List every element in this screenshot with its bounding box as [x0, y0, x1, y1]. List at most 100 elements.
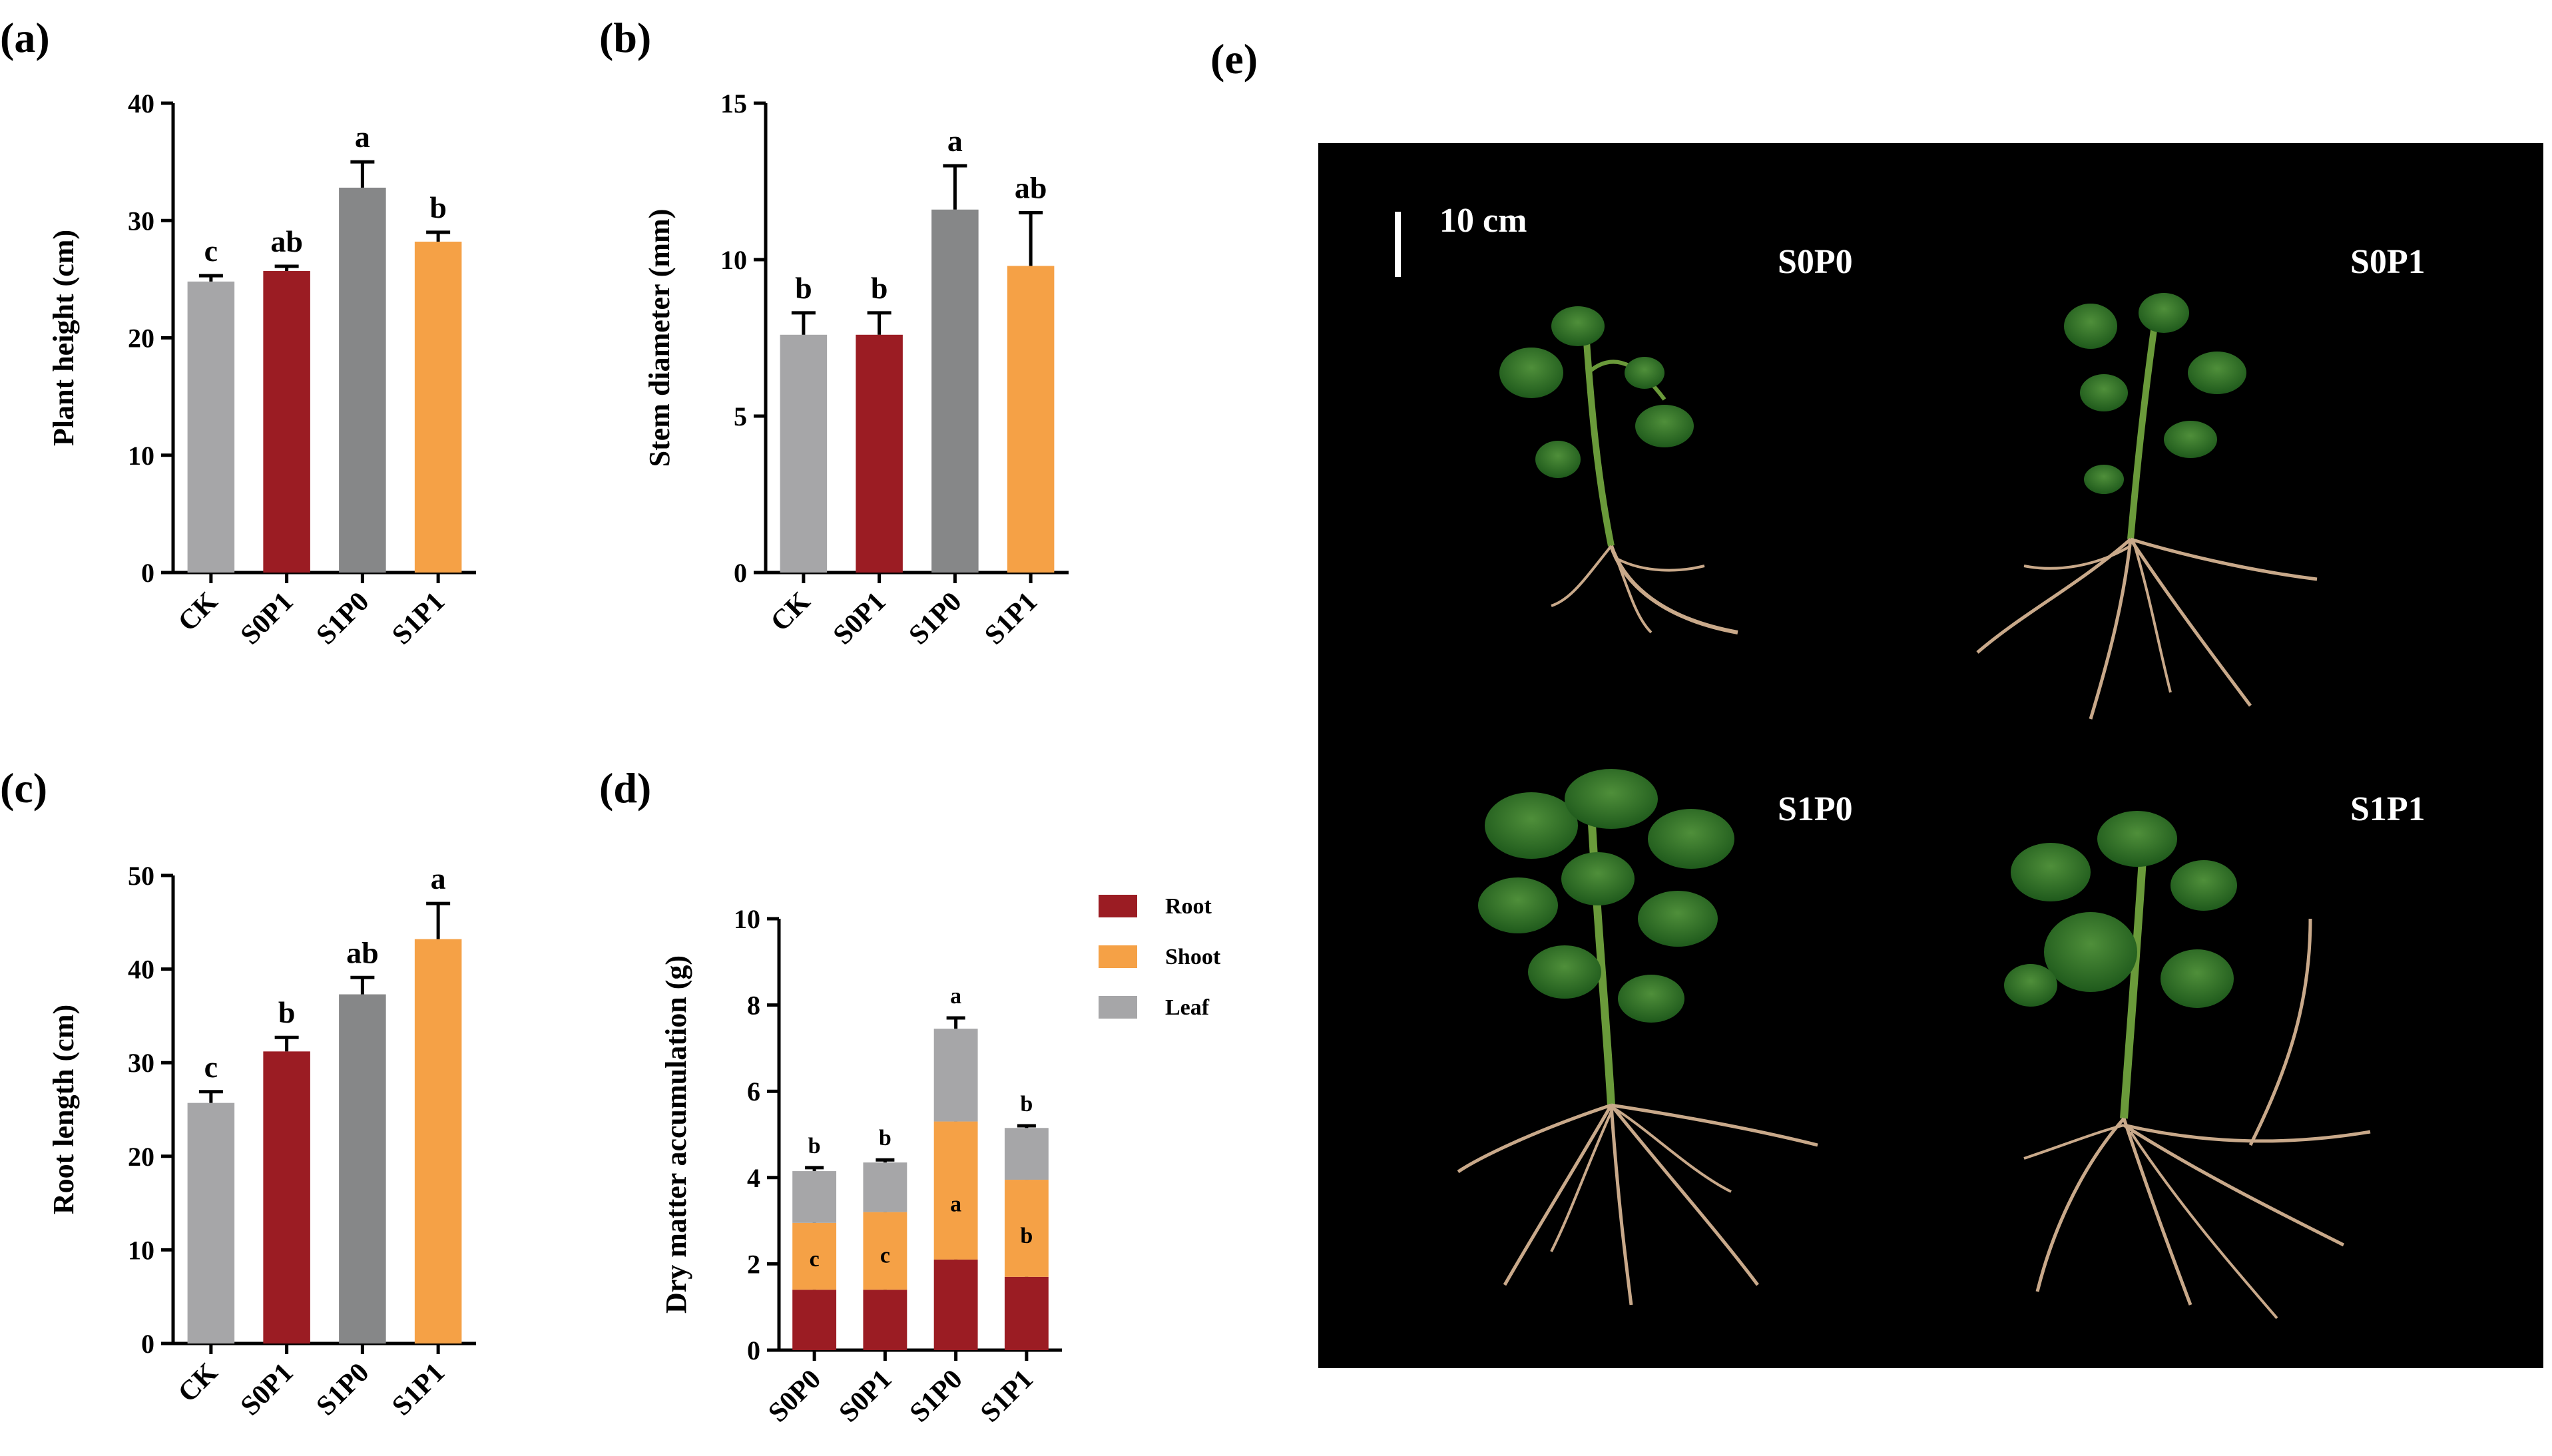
panel-label-b: (b) [599, 14, 651, 61]
stack-segment-leaf [1004, 1128, 1049, 1180]
panel-label-a: (a) [0, 14, 50, 61]
plant-image-s1p0 [1457, 769, 1818, 1306]
y-tick-label: 15 [720, 89, 747, 119]
y-tick-label: 2 [747, 1249, 760, 1279]
stack-segment-leaf [792, 1171, 837, 1223]
bar-s0p1 [856, 334, 903, 573]
x-tick-label: S1P0 [311, 1357, 376, 1422]
significance-letter: ab [346, 935, 379, 969]
x-tick-label: S0P0 [762, 1364, 827, 1429]
y-tick-label: 10 [128, 441, 154, 471]
stack-segment-root [792, 1290, 837, 1350]
plant-image-s1p1 [2004, 811, 2371, 1320]
stack-segment-shoot [792, 1222, 837, 1290]
chart-plant-height: 0 10 20 30 40 Plant height (cm) CK S0P1 S1P0 S1P1… [47, 89, 476, 650]
significance-letter: ab [1015, 171, 1047, 205]
y-tick-label: 40 [128, 955, 154, 985]
bar-ck [187, 1102, 235, 1343]
significance-letter: ab [270, 224, 303, 258]
legend-swatch-leaf [1099, 996, 1137, 1019]
x-tick-label: S0P1 [828, 587, 892, 651]
x-tick-label: S0P1 [235, 587, 300, 651]
significance-letter: a [947, 124, 963, 158]
y-axis-label: Stem diameter (mm) [643, 209, 676, 467]
y-tick-label: 5 [734, 401, 747, 431]
legend-label-leaf: Leaf [1165, 995, 1210, 1020]
y-tick-label: 40 [128, 89, 154, 119]
bar-s0p1 [263, 1051, 310, 1343]
bar-s1p0 [339, 994, 386, 1343]
significance-letter: c [204, 1050, 218, 1084]
significance-letter: a [950, 1192, 961, 1216]
stack-segment-shoot [1004, 1180, 1049, 1277]
plant-image-s0p0 [1499, 306, 1738, 634]
significance-letter: b [278, 995, 296, 1029]
significance-letter: c [880, 1243, 890, 1268]
bar-s1p0 [931, 209, 979, 573]
legend-label-root: Root [1165, 894, 1212, 919]
stack-segment-shoot [863, 1212, 907, 1290]
significance-letter: a [431, 861, 446, 895]
bar-s0p1 [263, 271, 310, 573]
panel-label-c: (c) [0, 764, 47, 812]
y-axis-label: Root length (cm) [47, 1005, 80, 1214]
y-tick-label: 30 [128, 1048, 154, 1078]
bar-ck [187, 281, 235, 573]
photo-label-s1p1: S1P1 [2350, 790, 2425, 828]
x-tick-label: S0P1 [834, 1364, 898, 1429]
y-tick-label: 4 [747, 1163, 760, 1193]
significance-letter: b [871, 271, 888, 305]
significance-letter: b [808, 1134, 821, 1158]
panel-label-e: (e) [1210, 35, 1258, 83]
x-tick-label: S0P1 [235, 1357, 300, 1422]
x-tick-label: S1P1 [979, 587, 1043, 651]
y-tick-label: 50 [128, 861, 154, 891]
x-tick-label: S1P0 [903, 587, 968, 651]
bar-s1p0 [339, 187, 386, 573]
chart-stem-diameter: 0 5 10 15 Stem diameter (mm) CK S0P1 S1P0 S1P1 b b… [643, 89, 1069, 650]
y-tick-label: 0 [734, 558, 747, 588]
legend-swatch-shoot [1099, 945, 1137, 968]
panel-label-d: (d) [599, 764, 651, 812]
stack-segment-shoot [933, 1121, 978, 1260]
photo-label-s0p0: S0P0 [1778, 243, 1853, 281]
photo-label-s0p1: S0P1 [2350, 243, 2425, 281]
y-tick-label: 20 [128, 1142, 154, 1172]
y-tick-label: 0 [747, 1335, 760, 1365]
significance-letter: b [795, 271, 812, 305]
y-tick-label: 6 [747, 1077, 760, 1106]
stack-segment-leaf [933, 1029, 978, 1122]
plant-photo-panel: 10 cm S0P0 S0P1 S1P0 S1P1 [1318, 143, 2543, 1368]
scale-bar-label: 10 cm [1439, 202, 1527, 240]
stack-segment-root [1004, 1276, 1049, 1350]
x-tick-label: CK [172, 1357, 224, 1408]
photo-background [1318, 143, 2543, 1368]
x-tick-label: CK [765, 586, 816, 637]
y-tick-label: 20 [128, 324, 154, 354]
significance-letter: b [429, 190, 447, 224]
y-tick-label: 10 [734, 904, 760, 934]
significance-letter: a [950, 984, 961, 1009]
bar-s1p1 [1007, 266, 1055, 573]
x-tick-label: S1P1 [386, 1357, 451, 1422]
y-axis-label: Dry matter accumulation (g) [660, 955, 692, 1314]
x-tick-label: S1P0 [904, 1364, 969, 1429]
x-tick-label: CK [172, 586, 224, 637]
y-tick-label: 0 [141, 558, 154, 588]
bar-ck [780, 334, 828, 573]
significance-letter: b [879, 1126, 892, 1150]
photo-label-s1p0: S1P0 [1778, 790, 1853, 828]
x-tick-label: S1P0 [311, 587, 376, 651]
chart-root-length: 0 10 20 30 40 50 Root length (cm) CK S0P1 S1P0 S1P… [47, 861, 476, 1421]
y-tick-label: 8 [747, 991, 760, 1021]
significance-letter: a [355, 120, 370, 154]
x-tick-label: S1P1 [386, 587, 451, 651]
legend-swatch-root [1099, 895, 1137, 917]
legend-label-shoot: Shoot [1165, 945, 1221, 969]
y-tick-label: 0 [141, 1329, 154, 1359]
significance-letter: b [1020, 1224, 1033, 1248]
bar-s1p1 [414, 241, 462, 573]
x-tick-label: S1P1 [975, 1364, 1039, 1429]
plant-image-s0p1 [1976, 293, 2318, 720]
